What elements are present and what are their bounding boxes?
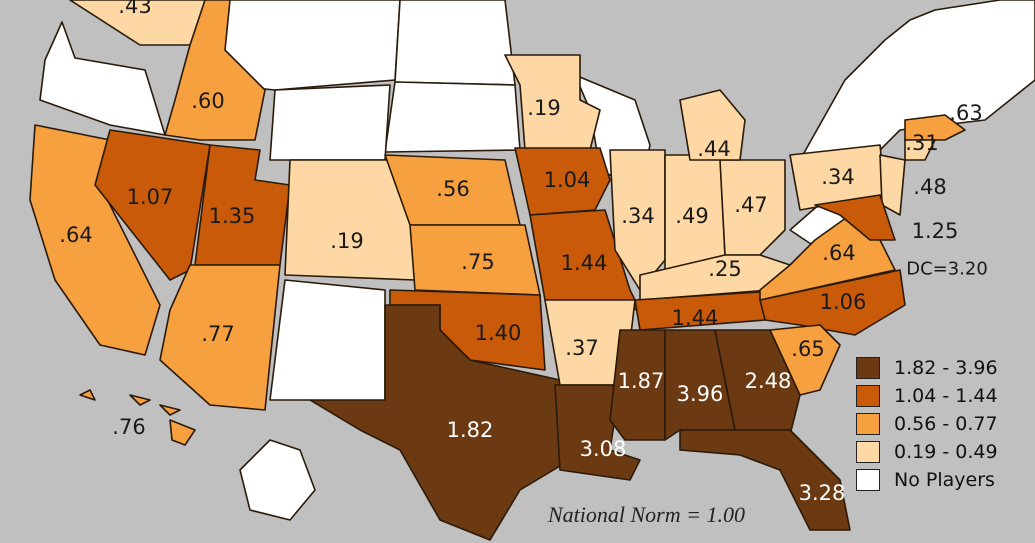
no-player-states: [39, 0, 1035, 521]
legend-item: 1.82 - 3.96: [856, 355, 998, 380]
label-az: .77: [201, 322, 235, 346]
label-ct: .31: [905, 131, 939, 155]
legend-item: 0.19 - 0.49: [856, 439, 998, 464]
label-ia: 1.04: [543, 168, 591, 192]
label-pa: .34: [821, 165, 855, 189]
legend-swatch: [856, 412, 880, 435]
label-hi: .76: [112, 415, 146, 439]
label-ms: 1.87: [617, 369, 665, 393]
legend-swatch: [856, 356, 880, 379]
label-mn: .19: [527, 96, 561, 120]
colored-states: [29, 0, 966, 541]
label-ar: .37: [565, 336, 599, 360]
legend-label: 0.56 - 0.77: [894, 412, 998, 435]
label-wa: .43: [118, 0, 152, 18]
legend-label: 0.19 - 0.49: [894, 440, 998, 463]
legend-swatch: [856, 384, 880, 407]
label-mi: .44: [697, 137, 731, 161]
label-ma: .63: [949, 101, 983, 125]
label-al: 3.96: [676, 382, 724, 406]
legend-item: No Players: [856, 467, 998, 492]
label-ut: 1.35: [208, 204, 256, 228]
label-ks: .75: [461, 250, 495, 274]
label-nc: 1.06: [819, 290, 867, 314]
label-ok: 1.40: [474, 321, 522, 345]
label-oh: .47: [734, 193, 768, 217]
label-dc: DC=3.20: [906, 258, 988, 280]
label-sc: .65: [791, 337, 825, 361]
label-in: .49: [675, 204, 709, 228]
label-mo: 1.44: [560, 251, 608, 275]
label-md: 1.25: [911, 219, 959, 243]
label-ky: .25: [708, 257, 742, 281]
label-ca: .64: [59, 223, 93, 247]
label-va: .64: [822, 241, 856, 265]
label-ne: .56: [436, 177, 470, 201]
label-nv: 1.07: [126, 185, 174, 209]
legend-label: 1.04 - 1.44: [894, 384, 998, 407]
legend-label: 1.82 - 3.96: [894, 356, 998, 379]
label-co: .19: [330, 229, 364, 253]
label-fl: 3.28: [798, 481, 846, 505]
legend-swatch: [856, 440, 880, 463]
label-la: 3.08: [579, 437, 627, 461]
label-il: .34: [621, 204, 655, 228]
legend-swatch: [856, 468, 880, 491]
label-ga: 2.48: [744, 369, 792, 393]
legend: 1.82 - 3.96 1.04 - 1.44 0.56 - 0.77 0.19…: [856, 355, 998, 495]
legend-item: 1.04 - 1.44: [856, 383, 998, 408]
label-tx: 1.82: [446, 418, 494, 442]
national-norm-note: National Norm = 1.00: [548, 502, 745, 527]
legend-item: 0.56 - 0.77: [856, 411, 998, 436]
label-nj: .48: [913, 175, 947, 199]
label-id: .60: [191, 89, 225, 113]
label-tn: 1.44: [671, 306, 719, 330]
legend-label: No Players: [894, 468, 995, 491]
